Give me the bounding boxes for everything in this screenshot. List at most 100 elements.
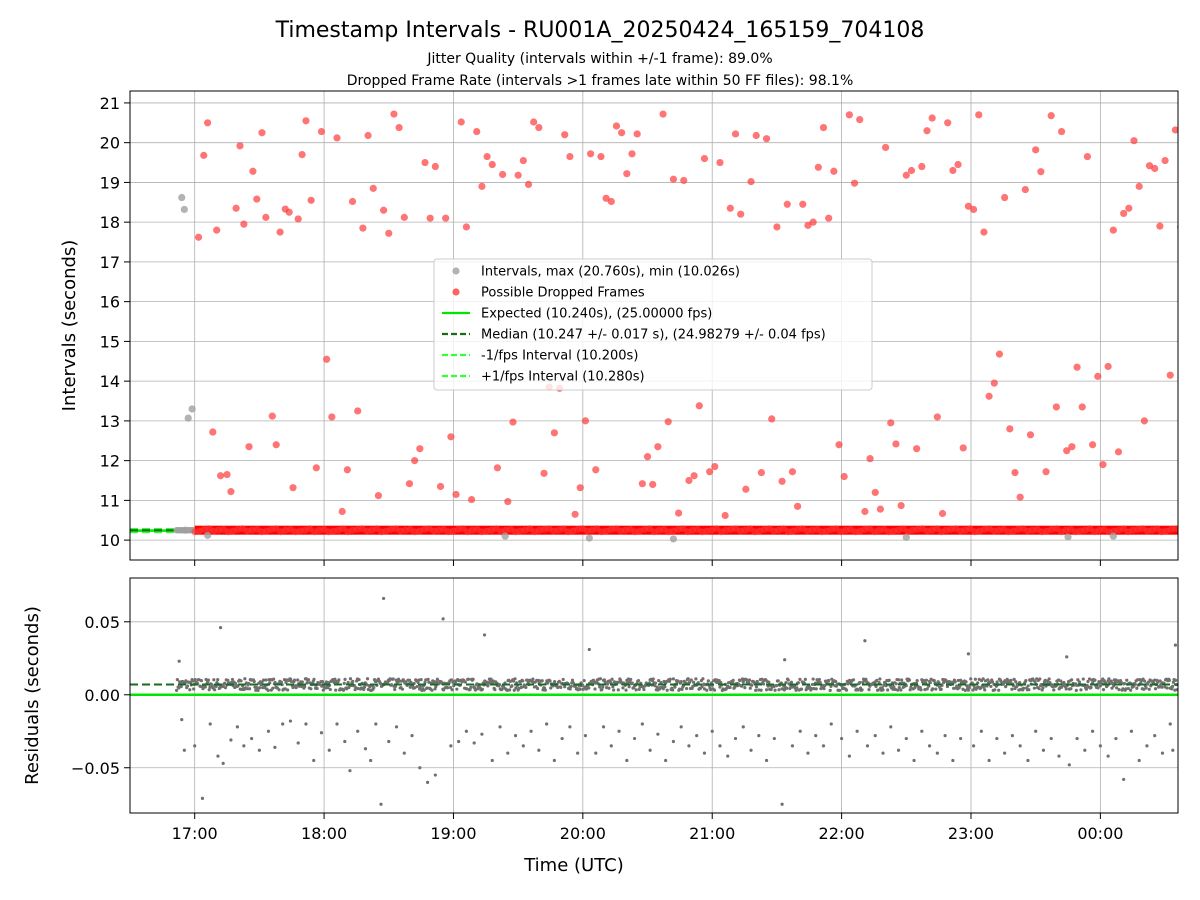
residual-point (827, 678, 831, 683)
residual-point (964, 680, 968, 684)
residuals-panel: −0.05 0.00 0.05 17:00 18:00 19:00 20:00 21:00 22… (22, 577, 1179, 876)
residual-point (568, 687, 572, 691)
residual-outlier-point (1106, 754, 1110, 758)
dropped-frame-point-baseline (1086, 525, 1094, 532)
residual-outlier-point (1145, 744, 1149, 748)
residuals-ylabel: Residuals (seconds) (22, 606, 43, 785)
dropped-frame-point (1052, 403, 1060, 411)
dropped-frame-point (623, 170, 631, 178)
dropped-frame-point (1151, 164, 1159, 173)
residual-point (175, 678, 179, 682)
dropped-frame-point (504, 497, 512, 506)
dropped-frame-point (1094, 372, 1102, 380)
residual-outlier-point (587, 647, 591, 652)
residual-point (837, 688, 842, 692)
residual-point (945, 684, 950, 689)
residual-point (1038, 677, 1042, 681)
dropped-frame-point (328, 413, 336, 421)
residual-outlier-point (687, 744, 691, 748)
dropped-frame-point (209, 428, 217, 436)
dropped-frame-point (897, 501, 905, 510)
residual-point (925, 687, 929, 691)
residual-point (508, 679, 512, 684)
residual-point (744, 678, 748, 682)
residual-outlier-point (873, 734, 877, 738)
residual-point (333, 677, 337, 681)
residual-point (546, 681, 550, 685)
dropped-frame-point (633, 130, 641, 138)
residual-point (659, 681, 663, 685)
residual-outlier-point (1137, 758, 1141, 763)
residual-outlier-point (281, 722, 285, 726)
residual-point (179, 684, 183, 689)
residual-point (759, 688, 763, 692)
dropped-frame-point (204, 119, 212, 127)
residual-point (798, 677, 802, 682)
residual-point (856, 688, 860, 692)
residual-point (351, 679, 355, 683)
residual-point (535, 686, 540, 691)
residual-outlier-point (648, 748, 652, 752)
residual-point (712, 688, 717, 692)
residual-outlier-point (472, 741, 476, 745)
dropped-frame-point (1037, 168, 1045, 176)
residual-point (272, 677, 276, 681)
residual-point (814, 687, 818, 691)
dropped-frame-point (819, 123, 828, 132)
dropped-frame-point (788, 468, 797, 476)
residual-point (400, 687, 405, 691)
residual-point (1064, 687, 1068, 691)
dropped-frame-point (659, 110, 667, 118)
dropped-frame-point (618, 129, 626, 137)
residual-point (738, 678, 742, 683)
residual-point (1174, 678, 1178, 682)
residual-point (653, 681, 658, 685)
dropped-frame-point (721, 511, 729, 520)
residual-point (799, 687, 804, 691)
residual-point (981, 677, 985, 681)
dropped-frame-point (602, 194, 610, 202)
dropped-frame-point-baseline (1172, 525, 1178, 532)
residual-point (430, 688, 434, 692)
residual-outlier-point (764, 758, 769, 763)
dropped-frame-point (442, 214, 450, 222)
dropped-frame-point (918, 162, 926, 171)
residual-point (915, 678, 919, 683)
dropped-frame-point (431, 162, 439, 171)
dropped-frame-point (1057, 127, 1066, 136)
residual-point (203, 685, 207, 689)
dropped-frame-point (1109, 226, 1117, 234)
dropped-frame-point (856, 116, 864, 124)
dropped-frame-point (519, 156, 527, 165)
residual-outlier-point (177, 659, 181, 663)
residual-outlier-point (632, 736, 637, 741)
dropped-frame-point (348, 197, 357, 206)
residual-point (334, 688, 338, 692)
residual-outlier-point (733, 736, 738, 741)
residual-outlier-point (441, 617, 445, 621)
residual-point (206, 678, 211, 682)
residual-point (1026, 684, 1030, 688)
residual-outlier-point (576, 751, 580, 755)
residual-point (844, 688, 849, 692)
residual-point (993, 688, 997, 692)
residual-point (1175, 688, 1178, 692)
dropped-frame-point (1083, 152, 1092, 161)
dropped-frame-point-baseline (1120, 525, 1127, 532)
residual-point (877, 680, 881, 685)
residual-point (786, 678, 790, 682)
residual-point (341, 688, 346, 692)
residual-point (900, 678, 904, 682)
dropped-frame-point (227, 488, 235, 496)
residual-point (823, 684, 827, 688)
dropped-frame-point (1182, 177, 1189, 184)
residual-point (663, 685, 667, 689)
residual-outlier-point (889, 725, 893, 729)
interval-point (182, 526, 190, 534)
residual-point (969, 677, 973, 681)
residuals-xtick-label: 20:00 (560, 824, 606, 843)
residual-outlier-point (920, 729, 924, 733)
residual-point (273, 680, 277, 685)
residual-outlier-point (640, 722, 644, 726)
residual-point (543, 688, 547, 692)
